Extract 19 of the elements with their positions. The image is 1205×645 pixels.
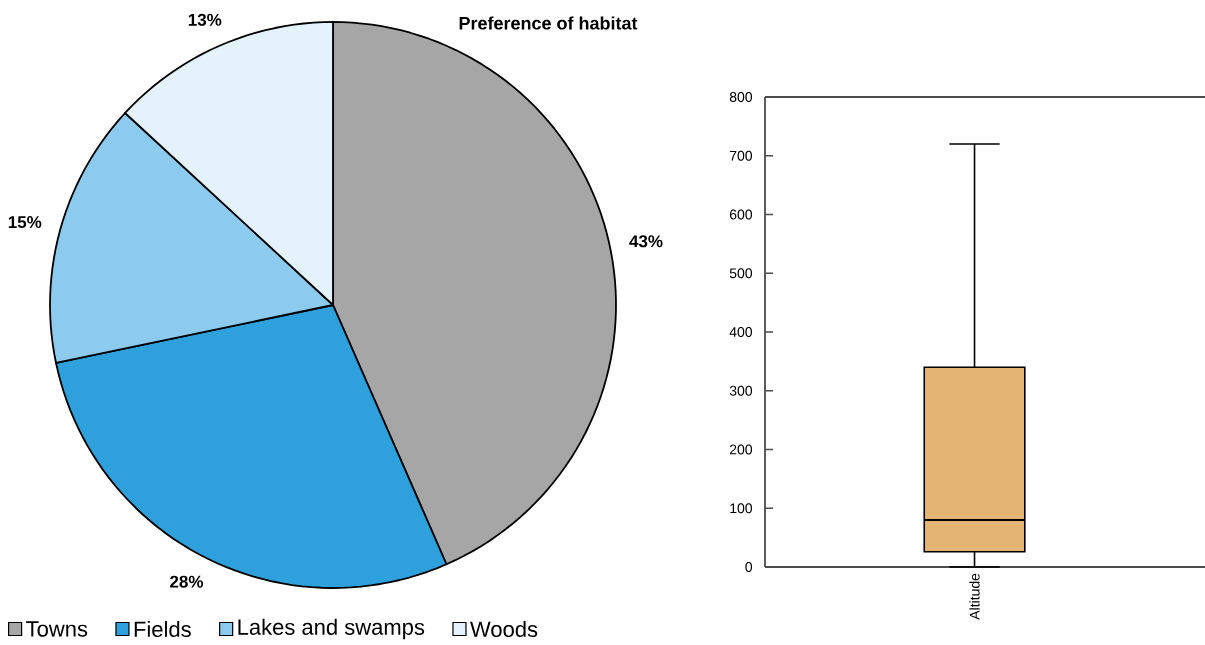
y-tick-label: 300	[729, 385, 753, 396]
y-tick-label: 200	[729, 444, 753, 455]
data-label: 43%	[629, 235, 663, 248]
y-tick-label: 500	[729, 268, 753, 279]
y-tick-label: 600	[729, 209, 753, 220]
y-tick-label: 400	[729, 327, 753, 337]
x-tick-label: Altitude	[969, 573, 980, 620]
legend-label: Fields	[134, 620, 191, 638]
y-tick-label: 800	[729, 92, 753, 102]
data-label: 13%	[188, 13, 222, 26]
data-label: 15%	[8, 216, 42, 229]
y-tick-label: 700	[729, 150, 753, 161]
data-label: 28%	[170, 575, 204, 588]
legend-label: Towns	[26, 621, 88, 637]
y-tick-label: 0	[745, 562, 753, 572]
legend-label: Lakes and swamps	[238, 618, 425, 640]
y-tick-label: 100	[730, 503, 753, 514]
legend-label: Woods	[470, 620, 538, 638]
chart-title: Preference of habitat	[459, 16, 638, 30]
